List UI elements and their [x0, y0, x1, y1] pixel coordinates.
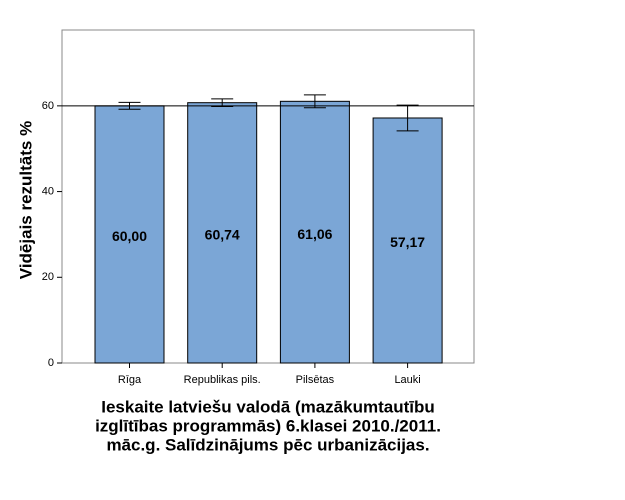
y-tick-label: 40	[42, 185, 54, 197]
error-bar	[303, 94, 326, 109]
x-axis-title: izglītības programmās) 6.klasei 2010./20…	[95, 416, 441, 435]
error-bar	[118, 101, 141, 110]
y-tick-label: 0	[48, 357, 54, 369]
value-label: 60,74	[205, 227, 240, 243]
value-label: 60,00	[112, 228, 147, 244]
bar	[372, 117, 443, 364]
x-tick-label: Lauki	[394, 374, 420, 386]
y-axis-title: Vidējais rezultāts %	[16, 121, 35, 279]
x-axis-title: māc.g. Salīdzinājums pēc urbanizācijas.	[106, 435, 429, 454]
x-tick-label: Pilsētas	[296, 374, 335, 386]
error-bar	[396, 104, 419, 132]
value-label: 61,06	[297, 226, 332, 242]
x-tick-label: Republikas pils.	[184, 374, 261, 386]
bar	[187, 102, 258, 364]
y-tick-label: 60	[42, 100, 54, 112]
y-tick-label: 20	[42, 271, 54, 283]
value-label: 57,17	[390, 234, 425, 250]
x-tick-label: Rīga	[118, 374, 142, 386]
error-bar	[211, 98, 234, 108]
bar	[279, 100, 350, 364]
x-axis-title: Ieskaite latviešu valodā (mazākumtautību	[101, 397, 435, 416]
